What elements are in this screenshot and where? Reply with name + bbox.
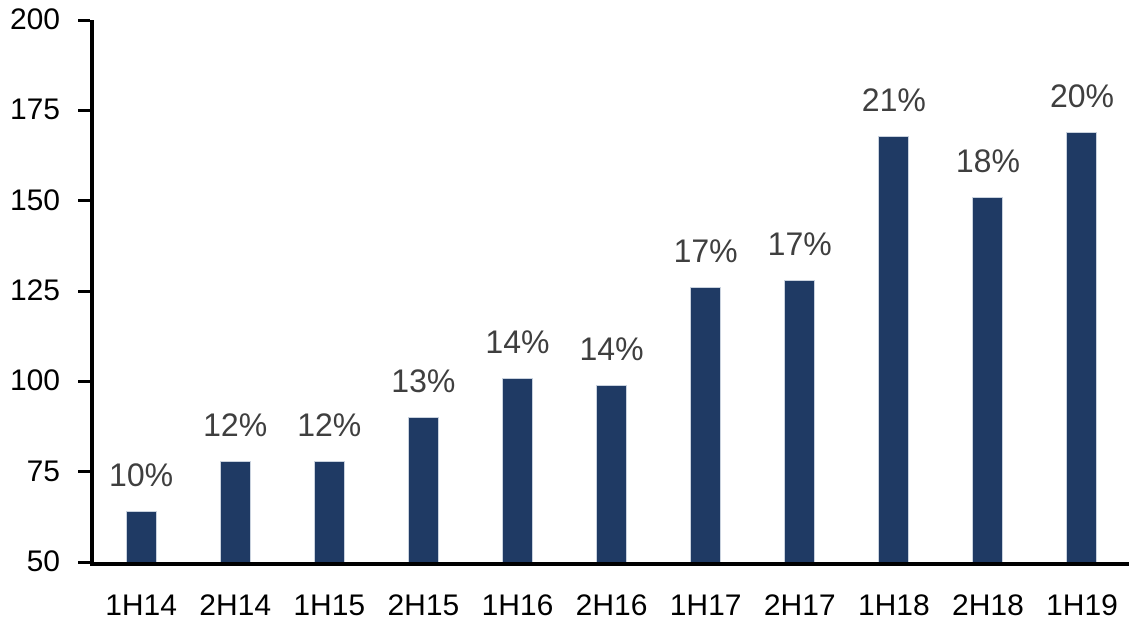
- y-tick-label: 100: [9, 364, 60, 398]
- bar-value-label: 18%: [955, 143, 1020, 180]
- bar-slot-1h14: 10%: [94, 20, 188, 562]
- bar-slot-1h19: 20%: [1035, 20, 1129, 562]
- plot-area: 10% 12% 12% 13% 14% 14% 17% 17% 21% 18% 20%: [78, 18, 1129, 566]
- bar-slot-2h17: 17%: [753, 20, 847, 562]
- bar-value-label: 20%: [1049, 78, 1114, 115]
- bar-2h18: [972, 197, 1004, 562]
- bar-slot-2h16: 14%: [564, 20, 658, 562]
- bar-1h16: [501, 377, 533, 562]
- bar-value-label: 10%: [109, 457, 174, 494]
- bar-value-label: 12%: [203, 406, 268, 443]
- bars-container: 10% 12% 12% 13% 14% 14% 17% 17% 21% 18% 20%: [94, 20, 1129, 562]
- bar-1h19: [1066, 132, 1098, 562]
- x-tick-label-2h18: 2H18: [952, 589, 1024, 622]
- y-tick-label: 200: [9, 3, 60, 36]
- x-tick-label-2h15: 2H15: [387, 589, 460, 622]
- bar-value-label: 12%: [297, 406, 362, 443]
- x-axis: 1H14 2H14 1H15 2H15 1H16 2H16 1H17 2H17 1H18 2H18…: [94, 586, 1129, 626]
- bar-value-label: 21%: [861, 81, 926, 118]
- bar-slot-1h17: 17%: [659, 20, 753, 562]
- x-tick-label-1h16: 1H16: [481, 589, 554, 622]
- y-tick-label: 175: [9, 93, 60, 127]
- bar-1h18: [878, 135, 910, 562]
- bar-1h14: [125, 511, 157, 562]
- y-axis: 200 175 150 125 100 75 50: [0, 5, 60, 577]
- bar-slot-2h14: 12%: [188, 20, 282, 562]
- x-tick-label-1h17: 1H17: [669, 589, 742, 622]
- bar-1h17: [690, 287, 722, 562]
- bar-slot-1h18: 21%: [847, 20, 941, 562]
- x-tick-label-1h14: 1H14: [105, 589, 177, 622]
- bar-value-label: 14%: [579, 330, 644, 367]
- y-tick-label: 125: [9, 274, 60, 307]
- y-tick-mark: [78, 199, 90, 203]
- bar-1h15: [313, 460, 345, 562]
- y-tick-mark: [78, 470, 90, 474]
- x-tick-label-1h15: 1H15: [293, 589, 366, 622]
- bar-2h16: [596, 384, 628, 562]
- y-tick-marks: [78, 18, 1129, 564]
- y-tick-mark: [78, 289, 90, 293]
- y-tick-mark: [78, 560, 90, 564]
- bar-value-label: 17%: [673, 233, 738, 270]
- x-tick-label-2h14: 2H14: [199, 589, 271, 622]
- y-tick-label: 75: [26, 454, 60, 488]
- bar-2h15: [407, 417, 439, 562]
- bar-slot-2h15: 13%: [376, 20, 470, 562]
- x-tick-label-2h17: 2H17: [763, 589, 836, 622]
- x-tick-label-1h18: 1H18: [857, 589, 930, 622]
- y-tick-mark: [78, 18, 90, 22]
- bar-value-label: 13%: [391, 363, 456, 400]
- y-tick-label: 150: [9, 183, 60, 217]
- bar-2h17: [784, 280, 816, 562]
- bar-slot-1h15: 12%: [282, 20, 376, 562]
- bar-value-label: 17%: [767, 226, 832, 263]
- bar-value-label: 14%: [485, 323, 550, 360]
- y-tick-mark: [78, 379, 90, 383]
- x-tick-label-1h19: 1H19: [1046, 589, 1118, 622]
- bar-slot-2h18: 18%: [941, 20, 1035, 562]
- bar-slot-1h16: 14%: [470, 20, 564, 562]
- x-tick-label-2h16: 2H16: [575, 589, 648, 622]
- y-tick-mark: [78, 108, 90, 112]
- bar-2h14: [219, 460, 251, 562]
- y-tick-label: 50: [26, 545, 60, 578]
